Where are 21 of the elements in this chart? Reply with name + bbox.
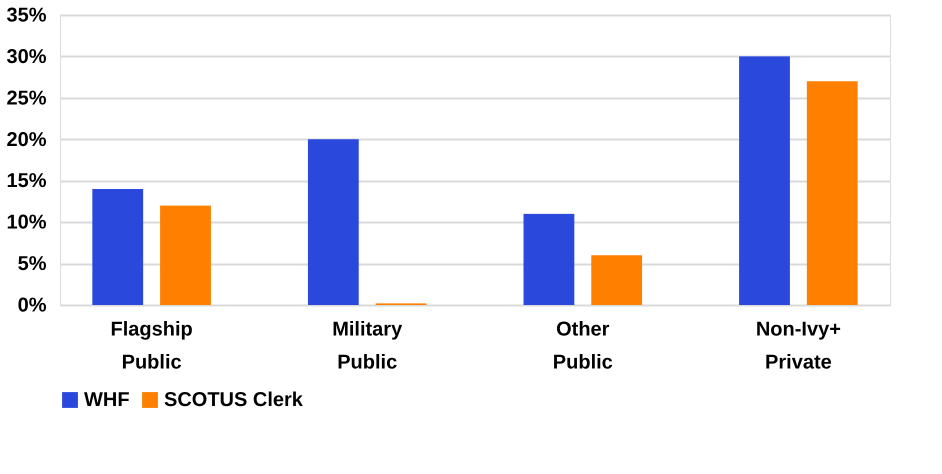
x-tick-label: Other Public [552, 318, 613, 374]
x-tick-label: Flagship Public [110, 318, 193, 374]
bar [308, 139, 359, 305]
y-tick-label: 30% [6, 46, 47, 68]
y-tick-label: 10% [6, 212, 47, 234]
legend-label: SCOTUS Clerk [164, 389, 304, 411]
y-tick-label: 0% [18, 294, 47, 316]
bar [524, 214, 574, 305]
y-tick-label: 35% [6, 4, 47, 26]
bar [591, 255, 642, 305]
legend-label: WHF [84, 389, 130, 411]
x-tick-label: Non-Ivy+ Private [756, 318, 841, 374]
x-tick-label: Military Public [332, 318, 404, 374]
bar [739, 56, 790, 305]
bar [160, 206, 211, 305]
bar [806, 81, 858, 305]
y-tick-label: 15% [6, 170, 47, 192]
y-tick-label: 25% [6, 87, 47, 110]
y-tick-label: 20% [6, 128, 47, 151]
y-tick-label: 5% [18, 253, 47, 276]
bar [92, 189, 144, 305]
